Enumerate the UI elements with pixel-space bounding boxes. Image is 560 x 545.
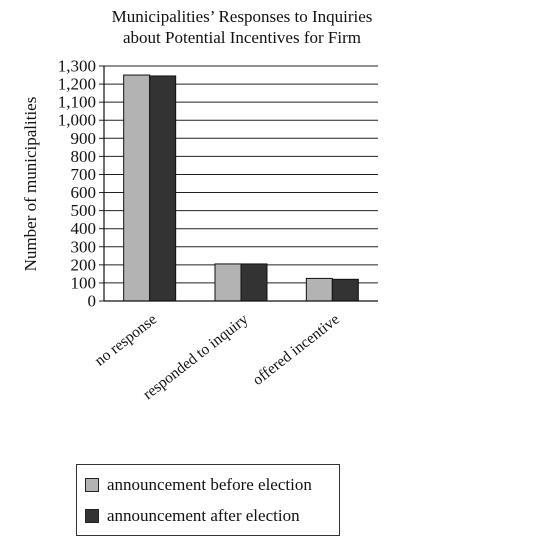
x-tick-label: no response [92, 311, 161, 370]
y-tick-label: 1,100 [58, 93, 96, 112]
bar-after [149, 75, 177, 302]
y-tick-label: 1,300 [58, 57, 96, 76]
x-tick-label: offered incentive [249, 311, 342, 389]
bar-before [123, 74, 151, 302]
legend-label-after: announcement after election [107, 506, 300, 525]
bar-after [240, 263, 268, 302]
bar-after [331, 278, 359, 302]
y-tick-label: 900 [71, 129, 97, 148]
y-tick-label: 300 [71, 237, 97, 256]
legend: announcement before election announcemen… [76, 464, 340, 536]
legend-label-before: announcement before election [107, 475, 312, 494]
legend-swatch-after [85, 509, 99, 523]
y-tick-label: 200 [71, 255, 97, 274]
y-tick-label: 100 [71, 273, 97, 292]
y-tick-label: 1,200 [58, 75, 96, 94]
y-tick-label: 0 [88, 292, 97, 311]
y-tick-label: 400 [71, 219, 97, 238]
y-tick-label: 700 [71, 165, 97, 184]
y-axis-label: Number of municipalities [21, 97, 40, 272]
y-tick-label: 800 [71, 147, 97, 166]
bar-before [305, 277, 333, 302]
chart-title-line-1: about Potential Incentives for Firm [123, 28, 361, 47]
legend-swatch-before [85, 478, 99, 492]
y-tick-label: 500 [71, 201, 97, 220]
y-tick-label: 1,000 [58, 111, 96, 130]
legend-item-after: announcement after election [85, 506, 300, 526]
chart-title-line-0: Municipalities’ Responses to Inquiries [112, 7, 373, 26]
legend-item-before: announcement before election [85, 475, 312, 495]
bar-before [214, 263, 242, 302]
y-tick-label: 600 [71, 183, 97, 202]
